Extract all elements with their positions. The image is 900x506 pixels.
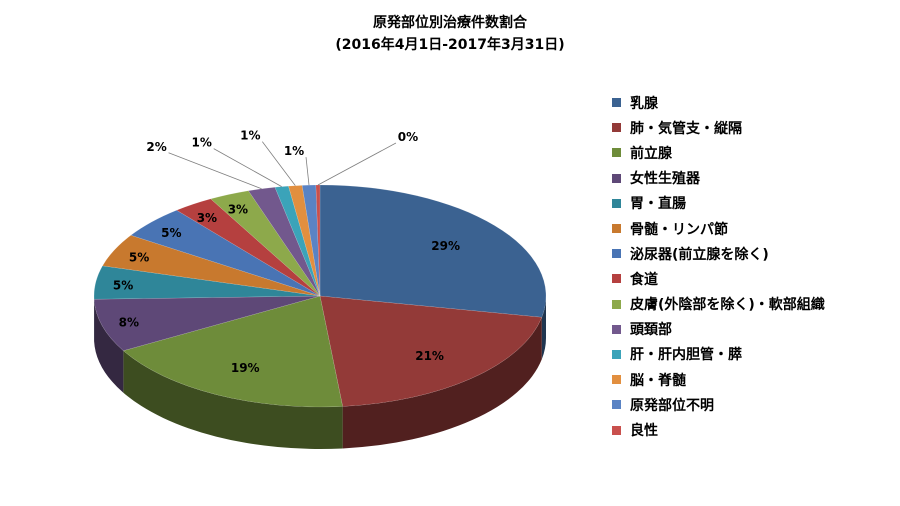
legend-label: 良性 bbox=[630, 423, 658, 440]
legend-label: 食道 bbox=[630, 271, 658, 288]
legend-item-14: 良性 bbox=[612, 417, 825, 442]
legend-label: 皮膚(外陰部を除く)・軟部組織 bbox=[630, 297, 825, 314]
data-labels: 29% 21% 19% 8% 5% 5% 5% 3% 3% 2% 1% 1% 1% 0% bbox=[113, 129, 460, 375]
data-label-9: 3% bbox=[228, 203, 248, 217]
legend-swatch bbox=[612, 425, 621, 435]
legend-item-6: 骨髄・リンパ節 bbox=[612, 216, 825, 241]
chart-legend: 乳腺肺・気管支・縦隔 前立腺女性生殖器胃・直腸骨髄・リンパ節泌尿器(前立腺を除く)… bbox=[612, 90, 825, 443]
legend-swatch bbox=[612, 274, 621, 284]
legend-swatch bbox=[612, 198, 621, 208]
data-label-10: 2% bbox=[146, 140, 166, 154]
pie-slice-3 bbox=[122, 295, 343, 408]
pie-slice-6 bbox=[102, 234, 321, 297]
legend-swatch bbox=[612, 249, 621, 259]
leader-line-12 bbox=[261, 141, 296, 186]
legend-label: 頭頚部 bbox=[630, 322, 672, 339]
data-label-5: 5% bbox=[113, 278, 133, 292]
data-label-12: 1% bbox=[240, 129, 260, 143]
data-label-13: 1% bbox=[284, 144, 304, 158]
pie-slice-1 bbox=[319, 184, 547, 318]
pie-slice-7 bbox=[130, 209, 321, 297]
legend-swatch bbox=[612, 349, 621, 359]
legend-swatch bbox=[612, 400, 621, 410]
data-label-7: 5% bbox=[161, 226, 181, 240]
legend-label: 泌尿器(前立腺を除く) bbox=[630, 246, 769, 263]
legend-item-11: 肝・肝内胆管・膵 bbox=[612, 342, 825, 367]
data-label-14: 0% bbox=[398, 130, 418, 144]
data-label-2: 21% bbox=[415, 349, 444, 363]
legend-item-10: 頭頚部 bbox=[612, 317, 825, 342]
leader-line-10 bbox=[168, 152, 262, 190]
legend-label: 女性生殖器 bbox=[630, 171, 700, 188]
legend-item-9: 皮膚(外陰部を除く)・軟部組織 bbox=[612, 292, 825, 317]
legend-label: 肝・肝内胆管・膵 bbox=[630, 347, 742, 364]
pie-side-slice-4 bbox=[94, 299, 124, 393]
legend-label: 骨髄・リンパ節 bbox=[630, 221, 728, 238]
legend-item-3: 前立腺 bbox=[612, 140, 825, 165]
legend-label: 乳腺 bbox=[630, 95, 658, 112]
legend-swatch bbox=[612, 224, 621, 234]
pie-slice-10 bbox=[247, 186, 321, 297]
legend-label: 前立腺 bbox=[630, 145, 672, 162]
leader-line-14 bbox=[317, 142, 397, 186]
pie-side-walls bbox=[94, 296, 546, 449]
data-label-6: 5% bbox=[129, 250, 149, 264]
data-label-8: 3% bbox=[197, 211, 217, 225]
pie-slice-5 bbox=[93, 265, 321, 300]
pie-slice-14 bbox=[315, 184, 321, 297]
data-label-1: 29% bbox=[431, 239, 460, 253]
pie-side-slice-3 bbox=[123, 350, 343, 449]
leader-line-13 bbox=[305, 157, 310, 186]
legend-item-4: 女性生殖器 bbox=[612, 166, 825, 191]
legend-swatch bbox=[612, 375, 621, 385]
pie-slice-4 bbox=[93, 295, 321, 351]
data-label-3: 19% bbox=[231, 361, 260, 375]
legend-item-8: 食道 bbox=[612, 266, 825, 291]
legend-swatch bbox=[612, 299, 621, 309]
pie-slice-9 bbox=[210, 190, 321, 297]
legend-swatch bbox=[612, 324, 621, 334]
legend-item-2: 肺・気管支・縦隔 bbox=[612, 115, 825, 140]
legend-item-12: 脳・脊髄 bbox=[612, 367, 825, 392]
chart-title-block: 原発部位別治療件数割合 (2016年4月1日-2017年3月31日) bbox=[0, 12, 900, 56]
data-label-11: 1% bbox=[192, 136, 212, 150]
chart-subtitle: (2016年4月1日-2017年3月31日) bbox=[335, 37, 565, 53]
legend-swatch bbox=[612, 173, 621, 183]
pie-slice-2 bbox=[319, 295, 543, 407]
legend-label: 胃・直腸 bbox=[630, 196, 686, 213]
chart-title: 原発部位別治療件数割合 bbox=[373, 15, 527, 31]
pie-top bbox=[93, 184, 547, 408]
legend-item-7: 泌尿器(前立腺を除く) bbox=[612, 241, 825, 266]
leader-line-11 bbox=[213, 148, 282, 187]
legend-label: 原発部位不明 bbox=[630, 397, 714, 414]
pie-side-slice-1 bbox=[541, 296, 546, 360]
data-label-4: 8% bbox=[119, 316, 139, 330]
legend-item-1: 乳腺 bbox=[612, 90, 825, 115]
pie-side-slice-2 bbox=[342, 317, 542, 449]
legend-swatch bbox=[612, 98, 621, 108]
legend-item-13: 原発部位不明 bbox=[612, 392, 825, 417]
legend-item-5: 胃・直腸 bbox=[612, 191, 825, 216]
legend-swatch bbox=[612, 123, 621, 133]
legend-swatch bbox=[612, 148, 621, 158]
legend-label: 肺・気管支・縦隔 bbox=[630, 120, 742, 137]
legend-label: 脳・脊髄 bbox=[630, 372, 686, 389]
pie-slice-8 bbox=[176, 198, 321, 297]
